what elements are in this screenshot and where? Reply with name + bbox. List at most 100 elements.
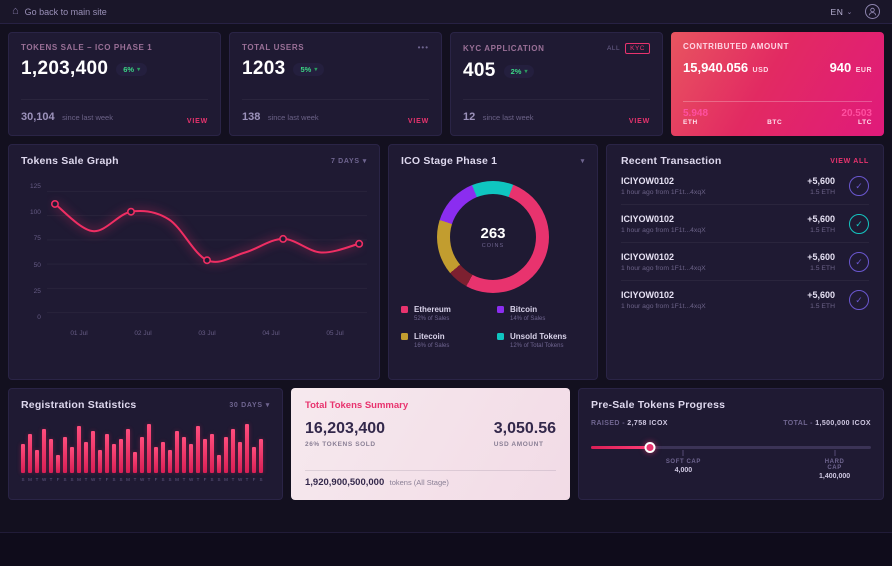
- legend-sub: 16% of Sales: [414, 343, 450, 349]
- stat-value: 1203: [242, 58, 286, 79]
- coin-btc: BTC: [767, 108, 782, 126]
- trend-value: 2%: [510, 66, 522, 76]
- bar: [182, 436, 186, 473]
- range-dropdown[interactable]: 7 DAYS ▾: [331, 157, 367, 166]
- hard-cap-tick: [834, 450, 836, 456]
- range-label: 30 DAYS: [229, 401, 263, 409]
- legend-label: Unsold Tokens: [510, 332, 567, 341]
- x-axis-labels: 01 Jul 02 Jul 03 Jul 04 Jul 05 Jul: [70, 330, 344, 337]
- ltc-value: 20.503: [841, 108, 872, 119]
- status-check-icon: ✓: [849, 176, 869, 196]
- stat-sub-label: since last week: [62, 113, 113, 122]
- donut-center: 263 COINS: [450, 194, 536, 280]
- total-tokens-value: 1,920,900,500,000: [305, 477, 385, 488]
- bar: [252, 447, 256, 473]
- card-title: Pre-Sale Tokens Progress: [591, 399, 726, 411]
- stat-subtext: 30,104 since last week: [21, 107, 113, 125]
- bar: [238, 441, 242, 473]
- legend-swatch: [497, 306, 504, 313]
- bar: [189, 444, 193, 473]
- eth-value: 5.948: [683, 108, 709, 119]
- ico-stage-card: ICO Stage Phase 1 ▾ 263 COINS Ethereum 5…: [388, 144, 598, 380]
- language-label: EN: [830, 6, 844, 17]
- stat-title: CONTRIBUTED AMOUNT: [683, 42, 790, 51]
- stat-sub-value: 30,104: [21, 111, 55, 123]
- usd-amount-block: 3,050.56 USD AMOUNT: [494, 420, 556, 448]
- stat-title: TOKENS SALE – ICO PHASE 1: [21, 43, 153, 52]
- legend-label: Ethereum: [414, 305, 451, 314]
- presale-progress-slider[interactable]: [591, 441, 871, 456]
- bar: [91, 431, 95, 473]
- transaction-row[interactable]: ICIYOW0102 1 hour ago from 1F1t...4xqX +…: [621, 281, 869, 318]
- bar: [140, 436, 144, 473]
- view-all-link[interactable]: VIEW ALL: [830, 157, 869, 165]
- total-tokens-summary-card: Total Tokens Summary 16,203,400 26% TOKE…: [291, 388, 570, 500]
- usd-value: 15,940.056: [683, 60, 749, 75]
- bar: [119, 439, 123, 473]
- soft-cap-label: SOFT CAP 4,000: [665, 459, 701, 474]
- bar: [196, 426, 200, 473]
- total-label: TOTAL -: [783, 420, 816, 427]
- card-title: Total Tokens Summary: [305, 400, 409, 411]
- caret-down-icon: ▾: [314, 66, 318, 73]
- slider-fill: [591, 446, 650, 449]
- user-avatar[interactable]: [865, 4, 880, 19]
- btc-unit: BTC: [767, 119, 783, 126]
- filter-all[interactable]: ALL: [607, 45, 621, 52]
- legend-item-unsold-tokens: Unsold Tokens 12% of Total Tokens: [497, 332, 585, 349]
- bar: [63, 436, 67, 473]
- trend-badge: 2% ▾: [503, 64, 535, 78]
- total-value: 1,500,000 ICOX: [815, 420, 871, 427]
- raised-label: RAISED -: [591, 420, 628, 427]
- bar: [161, 441, 165, 473]
- transaction-id: ICIYOW0102: [621, 252, 675, 262]
- view-link[interactable]: VIEW: [186, 118, 208, 125]
- transaction-row[interactable]: ICIYOW0102 1 hour ago from 1F1t...4xqX +…: [621, 167, 869, 205]
- status-check-icon: ✓: [849, 214, 869, 234]
- stat-subtext: 138 since last week: [242, 107, 319, 125]
- bar: [175, 431, 179, 473]
- ltc-unit: LTC: [858, 119, 872, 126]
- stat-value: 405: [463, 60, 496, 81]
- legend-item-bitcoin: Bitcoin 14% of Sales: [497, 305, 585, 322]
- view-link[interactable]: VIEW: [628, 118, 650, 125]
- stat-sub-label: since last week: [482, 113, 534, 122]
- contributed-usd: 15,940.056 USD: [683, 59, 769, 77]
- legend-swatch: [401, 333, 408, 340]
- bar: [105, 434, 109, 473]
- transaction-amount: +5,600: [807, 176, 835, 186]
- trend-badge: 5% ▾: [293, 62, 325, 76]
- transaction-meta: 1 hour ago from 1F1t...4xqX: [621, 265, 706, 272]
- transaction-row[interactable]: ICIYOW0102 1 hour ago from 1F1t...4xqX +…: [621, 243, 869, 281]
- legend-swatch: [401, 306, 408, 313]
- transaction-id: ICIYOW0102: [621, 214, 675, 224]
- tokens-sold-value: 16,203,400: [305, 420, 386, 437]
- bar: [126, 428, 130, 473]
- coin-ltc: 20.503 LTC: [841, 108, 872, 126]
- transaction-amount: +5,600: [807, 214, 835, 224]
- tokens-sold-block: 16,203,400 26% TOKENS SOLD: [305, 420, 385, 448]
- slider-handle[interactable]: [644, 442, 656, 453]
- stage-dropdown[interactable]: ▾: [581, 157, 585, 165]
- stat-card-tokens-sale: TOKENS SALE – ICO PHASE 1 1,203,400 6% ▾…: [8, 32, 221, 136]
- tokens-sold-label: 26% TOKENS SOLD: [305, 441, 376, 448]
- bar: [77, 426, 81, 473]
- back-to-main-site-link[interactable]: Go back to main site: [24, 6, 107, 17]
- view-link[interactable]: VIEW: [407, 118, 429, 125]
- eur-unit: EUR: [855, 67, 872, 74]
- bar: [217, 454, 221, 473]
- range-dropdown[interactable]: 30 DAYS ▾: [229, 401, 270, 410]
- language-dropdown[interactable]: EN ⌄: [831, 7, 853, 17]
- presale-progress-card: Pre-Sale Tokens Progress RAISED - 2,758 …: [578, 388, 884, 500]
- transaction-id: ICIYOW0102: [621, 176, 675, 186]
- more-menu-icon[interactable]: •••: [417, 43, 429, 52]
- transaction-row[interactable]: ICIYOW0102 1 hour ago from 1F1t...4xqX +…: [621, 205, 869, 243]
- trend-value: 5%: [300, 64, 312, 74]
- total-tokens-line: 1,920,900,500,000 tokens (All Stage): [305, 470, 556, 488]
- bar: [203, 439, 207, 473]
- filter-kyc[interactable]: KYC: [625, 43, 650, 54]
- bar: [133, 452, 137, 473]
- home-icon[interactable]: ⌂: [12, 5, 19, 17]
